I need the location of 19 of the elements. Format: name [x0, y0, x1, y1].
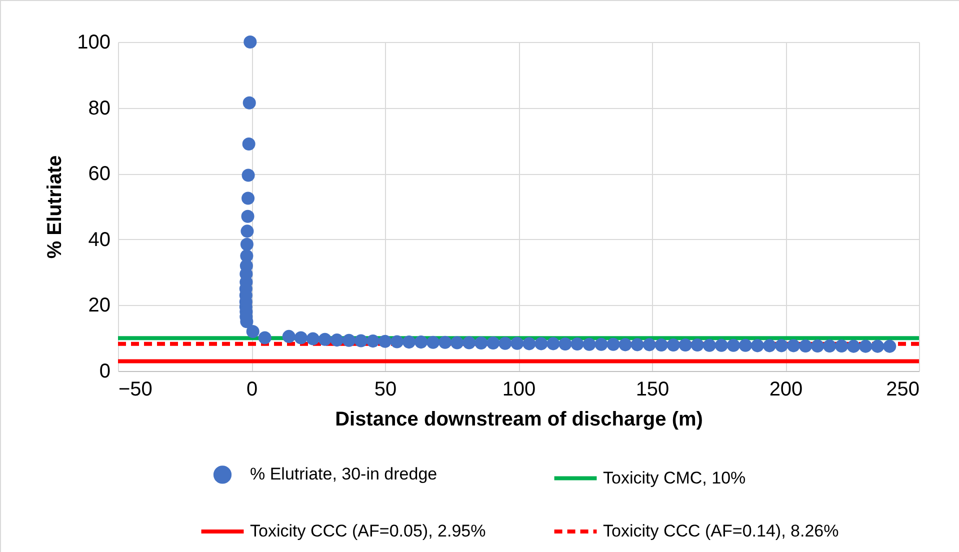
legend-label: Toxicity CMC, 10%: [603, 468, 746, 488]
legend-label: % Elutriate, 30-in dredge: [250, 464, 438, 484]
y-tick-label: 100: [77, 32, 110, 54]
legend-label: Toxicity CCC (AF=0.05), 2.95%: [250, 522, 486, 540]
x-tick-label: 50: [374, 378, 397, 400]
legend-label: Toxicity CCC (AF=0.14), 8.26%: [603, 522, 839, 540]
x-tick-label: 150: [636, 378, 670, 400]
x-tick-label: 100: [502, 378, 536, 400]
y-tick-label: 0: [99, 360, 110, 382]
x-tick-label: −50: [118, 378, 152, 400]
x-tick-label: 0: [246, 378, 258, 400]
y-tick-label: 40: [88, 228, 110, 251]
y-tick-label: 60: [88, 163, 110, 186]
y-tick-label: 80: [88, 97, 110, 120]
x-tick-label: 250: [886, 378, 920, 400]
y-axis-title: % Elutriate: [44, 155, 66, 259]
y-tick-label: 20: [88, 294, 110, 317]
x-tick-label: 200: [769, 378, 803, 400]
x-axis-title: Distance downstream of discharge (m): [335, 408, 703, 430]
